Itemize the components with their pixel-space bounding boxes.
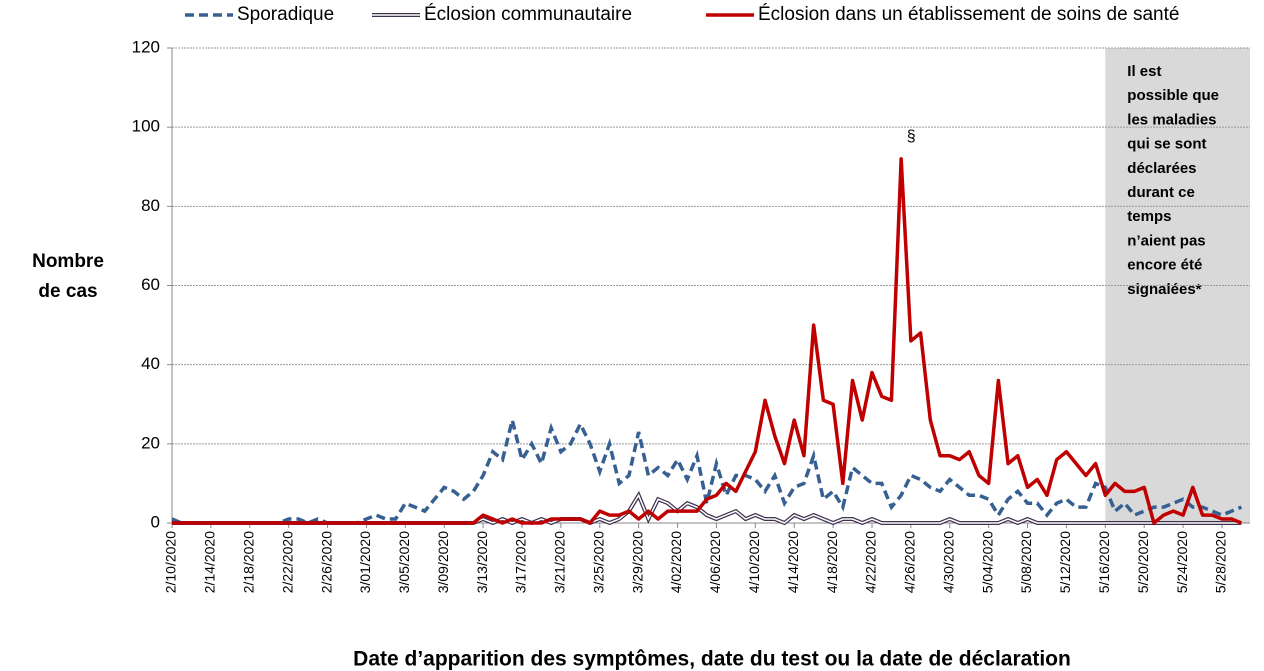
x-tick-label: 4/14/2020 [785,531,801,593]
legend-label: Éclosion dans un établissement de soins … [758,4,1179,25]
x-tick-label: 4/02/2020 [668,531,684,593]
shaded-note: les maladies [1127,111,1216,128]
x-tick-label: 5/20/2020 [1135,531,1151,593]
legend-label: Éclosion communautaire [424,4,632,25]
x-tick-label: 5/16/2020 [1096,531,1112,593]
x-tick-label: 3/13/2020 [474,531,490,593]
x-tick-label: 5/12/2020 [1057,531,1073,593]
x-tick-label: 5/04/2020 [979,531,995,593]
x-tick-label: 2/22/2020 [279,531,295,593]
y-tick-label: 60 [141,275,160,294]
x-tick-label: 2/26/2020 [318,531,334,593]
shaded-note: possible que [1127,87,1219,104]
x-tick-label: 4/06/2020 [707,531,723,593]
x-tick-label: 3/25/2020 [590,531,606,593]
x-tick-label: 2/10/2020 [163,531,179,593]
x-tick-label: 3/01/2020 [357,531,373,593]
x-tick-label: 5/24/2020 [1174,531,1190,593]
y-axis-label: de cas [38,281,97,302]
y-tick-label: 20 [141,433,160,452]
x-axis-label: Date d’apparition des symptômes, date du… [353,648,1071,671]
series-line [172,157,1243,525]
legend-label: Sporadique [237,4,334,25]
shaded-note: n’aient pas [1127,232,1205,249]
shaded-note: temps [1127,208,1171,225]
x-tick-label: 3/29/2020 [629,531,645,593]
y-tick-label: 40 [141,354,160,373]
y-tick-label: 0 [151,512,160,531]
shaded-note: Il est [1127,63,1161,80]
x-tick-label: 4/18/2020 [824,531,840,593]
x-tick-label: 4/10/2020 [746,531,762,593]
x-tick-label: 2/18/2020 [240,531,256,593]
x-tick-label: 5/08/2020 [1018,531,1034,593]
x-tick-label: 5/28/2020 [1213,531,1229,593]
shaded-note: qui se sont [1127,136,1206,153]
x-tick-label: 4/26/2020 [902,531,918,593]
y-tick-label: 100 [132,117,160,136]
x-tick-label: 3/05/2020 [396,531,412,593]
shaded-note: encore été [1127,257,1202,274]
shaded-note: déclarées [1127,160,1196,177]
x-tick-label: 3/21/2020 [552,531,568,593]
x-tick-label: 2/14/2020 [202,531,218,593]
shaded-note: durant ce [1127,184,1195,201]
y-axis-label: Nombre [32,251,104,272]
x-tick-label: 4/30/2020 [940,531,956,593]
annotation: § [907,128,916,145]
shaded-note: signalées* [1127,281,1201,298]
y-tick-label: 80 [141,196,160,215]
x-tick-label: 4/22/2020 [863,531,879,593]
x-tick-label: 3/09/2020 [435,531,451,593]
y-tick-label: 120 [132,37,160,56]
x-tick-label: 3/17/2020 [513,531,529,593]
